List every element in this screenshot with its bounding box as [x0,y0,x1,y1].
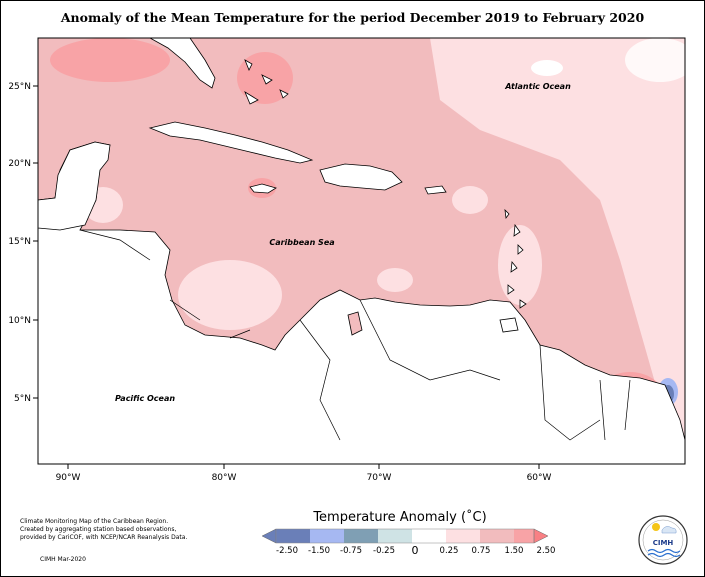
lat-label: 20°N [8,159,31,169]
colorbar-title: Temperature Anomaly (˚C) [313,510,487,525]
land-lesser-antilles [504,208,527,309]
map-title: Anomaly of the Mean Temperature for the … [60,10,645,25]
anomaly-light-atlantic [430,38,685,440]
lon-label: 90°W [56,473,81,483]
lat-label: 10°N [8,316,31,326]
lon-label: 80°W [212,473,237,483]
colorbar-bin [378,529,412,543]
colorbar-tick: 0.75 [472,546,491,556]
colorbar-tick: -2.50 [276,546,298,556]
colorbar-tick: -0.75 [340,546,362,556]
lat-label: 5°N [14,394,31,404]
sun-icon [652,523,660,531]
country-borders [79,229,631,441]
land-yucatan [38,141,111,231]
credits-line: provided by CariCOF, with NCEP/NCAR Rean… [20,534,188,541]
colorbar-tick: 1.50 [505,546,524,556]
label-caribbean-sea: Caribbean Sea [269,238,334,247]
anomaly-light-aruba [377,268,413,292]
credits-block: Climate Monitoring Map of the Caribbean … [20,518,187,542]
lon-label: 70°W [367,473,392,483]
land-hispaniola [319,163,403,191]
cimh-logo: CIMH [638,515,688,565]
anomaly-white-atlantic [531,60,563,76]
logo-text: CIMH [653,539,674,547]
map-area [38,38,685,464]
colorbar-bin [310,529,344,543]
colorbar-bin [276,529,310,543]
label-atlantic-ocean: Atlantic Ocean [504,82,571,91]
anomaly-light-panama [178,260,282,330]
label-pacific-ocean: Pacific Ocean [115,394,175,403]
colorbar-tick: 0 [412,544,419,557]
land-cuba [148,121,314,164]
lon-axis: 90°W 80°W 70°W 60°W [56,464,552,483]
anomaly-light-pr [452,186,488,214]
colorbar-bin [514,529,534,543]
land-trinidad [499,317,519,333]
colorbar-right-arrow [533,528,549,544]
land-puerto-rico [424,185,447,195]
colorbar-tick: 2.50 [537,546,556,556]
anomaly-warm-gulf [50,38,170,82]
anomaly-light-antilles [498,225,542,305]
colorbar-bin [412,529,446,543]
colorbar-left-arrow [261,528,277,544]
lat-label: 15°N [8,237,31,247]
colorbar-bin [446,529,480,543]
land-jamaica [249,183,277,194]
colorbar-outline [275,528,535,544]
lon-label: 60°W [527,473,552,483]
map-border [37,37,686,465]
colorbar-tick: -0.25 [373,546,395,556]
colorbar-bin [344,529,378,543]
colorbar-tick: 0.25 [440,546,459,556]
credits-line: Climate Monitoring Map of the Caribbean … [20,518,169,525]
lat-axis: 25°N 20°N 15°N 10°N 5°N [8,82,38,404]
credits-footer: CIMH Mar-2020 [40,556,86,563]
land-bahamas [244,59,289,105]
cloud-icon [661,526,677,534]
land-florida [149,38,216,89]
colorbar: -2.50 -1.50 -0.75 -0.25 0 0.25 0.75 1.50… [261,528,556,557]
colorbar-tick: -1.50 [308,546,330,556]
lat-label: 25°N [8,82,31,92]
anomaly-white-ne [625,38,685,82]
lake-maracaibo [347,311,363,336]
wave-icon [647,548,681,554]
credits-line: Created by aggregating station based obs… [20,526,177,533]
colorbar-bin [480,529,514,543]
